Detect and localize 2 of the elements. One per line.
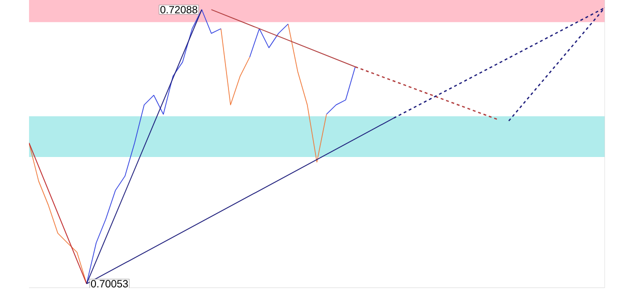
annotation: 0.72088 [160, 6, 198, 14]
annotation: 0.70053 [90, 280, 128, 288]
